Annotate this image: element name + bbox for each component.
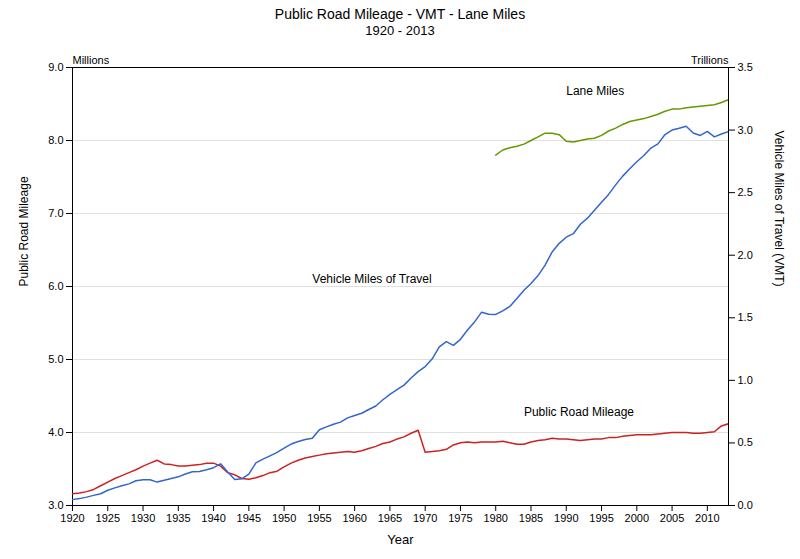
svg-text:6.0: 6.0 (48, 280, 63, 292)
svg-text:1.5: 1.5 (738, 311, 753, 323)
svg-text:1975: 1975 (448, 512, 472, 524)
svg-text:1945: 1945 (237, 512, 261, 524)
svg-text:1960: 1960 (342, 512, 366, 524)
svg-text:1990: 1990 (554, 512, 578, 524)
svg-text:Public Road Mileage: Public Road Mileage (524, 405, 634, 419)
svg-text:Vehicle Miles of Travel (VMT): Vehicle Miles of Travel (VMT) (772, 130, 786, 286)
svg-text:2000: 2000 (625, 512, 649, 524)
svg-text:0.0: 0.0 (738, 499, 753, 511)
svg-text:1950: 1950 (272, 512, 296, 524)
svg-text:1930: 1930 (131, 512, 155, 524)
html-text:Public Road Mileage - VMT - La: Public Road Mileage - VMT - Lane Miles (274, 6, 526, 22)
svg-text:Trillions: Trillions (691, 54, 729, 66)
svg-text:Millions: Millions (73, 54, 110, 66)
svg-text:5.0: 5.0 (48, 353, 63, 365)
svg-text:2010: 2010 (695, 512, 719, 524)
svg-text:1995: 1995 (589, 512, 613, 524)
svg-text:1925: 1925 (96, 512, 120, 524)
svg-text:9.0: 9.0 (48, 61, 63, 73)
svg-text:8.0: 8.0 (48, 134, 63, 146)
svg-text:3.0: 3.0 (738, 124, 753, 136)
svg-text:1920: 1920 (60, 512, 84, 524)
svg-text:1935: 1935 (166, 512, 190, 524)
svg-text:1985: 1985 (519, 512, 543, 524)
svg-text:2.5: 2.5 (738, 186, 753, 198)
svg-text:Year: Year (387, 532, 414, 547)
svg-text:Public Road Mileage: Public Road Mileage (17, 176, 31, 286)
svg-text:4.0: 4.0 (48, 426, 63, 438)
svg-text:1940: 1940 (201, 512, 225, 524)
svg-text:7.0: 7.0 (48, 207, 63, 219)
svg-text:2005: 2005 (660, 512, 684, 524)
svg-text:2.0: 2.0 (738, 249, 753, 261)
svg-text:Vehicle Miles of Travel: Vehicle Miles of Travel (312, 272, 431, 286)
html-text:1920 - 2013: 1920 - 2013 (365, 23, 435, 38)
svg-text:3.0: 3.0 (48, 499, 63, 511)
svg-text:1970: 1970 (413, 512, 437, 524)
svg-text:3.5: 3.5 (738, 61, 753, 73)
svg-text:0.5: 0.5 (738, 436, 753, 448)
svg-text:1955: 1955 (307, 512, 331, 524)
svg-text:1980: 1980 (483, 512, 507, 524)
svg-text:Lane Miles: Lane Miles (566, 84, 624, 98)
svg-text:1965: 1965 (378, 512, 402, 524)
svg-text:1.0: 1.0 (738, 374, 753, 386)
